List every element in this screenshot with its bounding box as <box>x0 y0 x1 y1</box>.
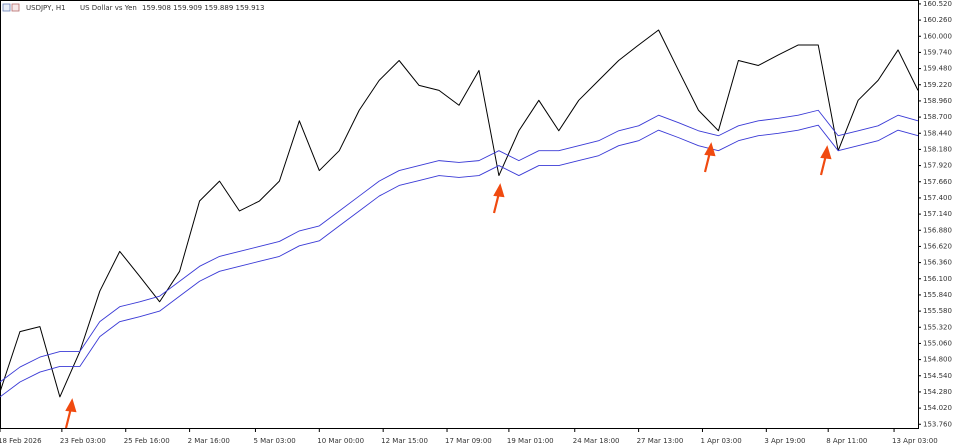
icon <box>2 3 11 12</box>
description: US Dollar vs Yen <box>80 4 137 12</box>
y-tick-label: 157.920 <box>923 162 952 170</box>
x-tick-label: 23 Feb 03:00 <box>60 437 106 445</box>
series-line <box>0 124 919 398</box>
y-tick-label: 156.620 <box>923 242 952 250</box>
y-tick-label: 160.520 <box>923 0 952 8</box>
arrow-head <box>704 142 716 157</box>
x-tick-label: 5 Mar 03:00 <box>253 437 295 445</box>
y-tick-label: 157.400 <box>923 194 952 202</box>
series-line <box>0 29 919 398</box>
symbol: USDJPY, H1 <box>26 4 66 12</box>
y-tick-label: 158.440 <box>923 129 952 137</box>
arrow-head <box>820 145 832 160</box>
x-tick-label: 19 Mar 01:00 <box>507 437 554 445</box>
plot <box>0 29 919 398</box>
y-tick-label: 154.280 <box>923 388 952 396</box>
header-icons <box>2 3 20 12</box>
y-tick-label: 153.760 <box>923 420 952 428</box>
y-tick-label: 154.800 <box>923 356 952 364</box>
y-tick-label: 154.540 <box>923 372 952 380</box>
y-tick-label: 159.480 <box>923 65 952 73</box>
y-tick-label: 155.840 <box>923 291 952 299</box>
x-tick-label: 1 Apr 03:00 <box>700 437 741 445</box>
y-tick-label: 155.060 <box>923 339 952 347</box>
y-tick-label: 157.660 <box>923 178 952 186</box>
x-tick-label: 8 Apr 11:00 <box>826 437 867 445</box>
arrows <box>64 142 832 429</box>
y-tick-label: 156.880 <box>923 226 952 234</box>
y-tick-label: 155.320 <box>923 323 952 331</box>
y-tick-label: 158.700 <box>923 113 952 121</box>
y-tick-label: 154.020 <box>923 404 952 412</box>
arrow-head <box>65 398 77 413</box>
y-tick-label: 156.360 <box>923 259 952 267</box>
x-tick-label: 2 Mar 16:00 <box>188 437 230 445</box>
x-tick-label: 10 Mar 00:00 <box>317 437 364 445</box>
x-tick-label: 27 Mar 13:00 <box>637 437 684 445</box>
icon <box>11 3 20 12</box>
y-tick-label: 156.100 <box>923 275 952 283</box>
y-tick-label: 157.140 <box>923 210 952 218</box>
ohlc: 159.908 159.909 159.889 159.913 <box>142 4 264 12</box>
x-tick-label: 18 Feb 2026 <box>0 437 42 445</box>
series-line <box>0 109 919 383</box>
y-tick-label: 160.260 <box>923 16 952 24</box>
x-tick-label: 12 Mar 15:00 <box>381 437 428 445</box>
x-tick-label: 13 Apr 03:00 <box>892 437 938 445</box>
y-tick-label: 155.580 <box>923 307 952 315</box>
y-tick-label: 160.000 <box>923 32 952 40</box>
y-tick-label: 158.960 <box>923 97 952 105</box>
y-tick-label: 158.180 <box>923 145 952 153</box>
y-tick-label: 159.220 <box>923 81 952 89</box>
x-tick-label: 17 Mar 09:00 <box>445 437 492 445</box>
arrow-head <box>493 183 505 198</box>
x-tick-label: 24 Mar 18:00 <box>573 437 620 445</box>
x-tick-label: 3 Apr 19:00 <box>764 437 805 445</box>
y-tick-label: 159.740 <box>923 48 952 56</box>
x-tick-label: 25 Feb 16:00 <box>124 437 170 445</box>
